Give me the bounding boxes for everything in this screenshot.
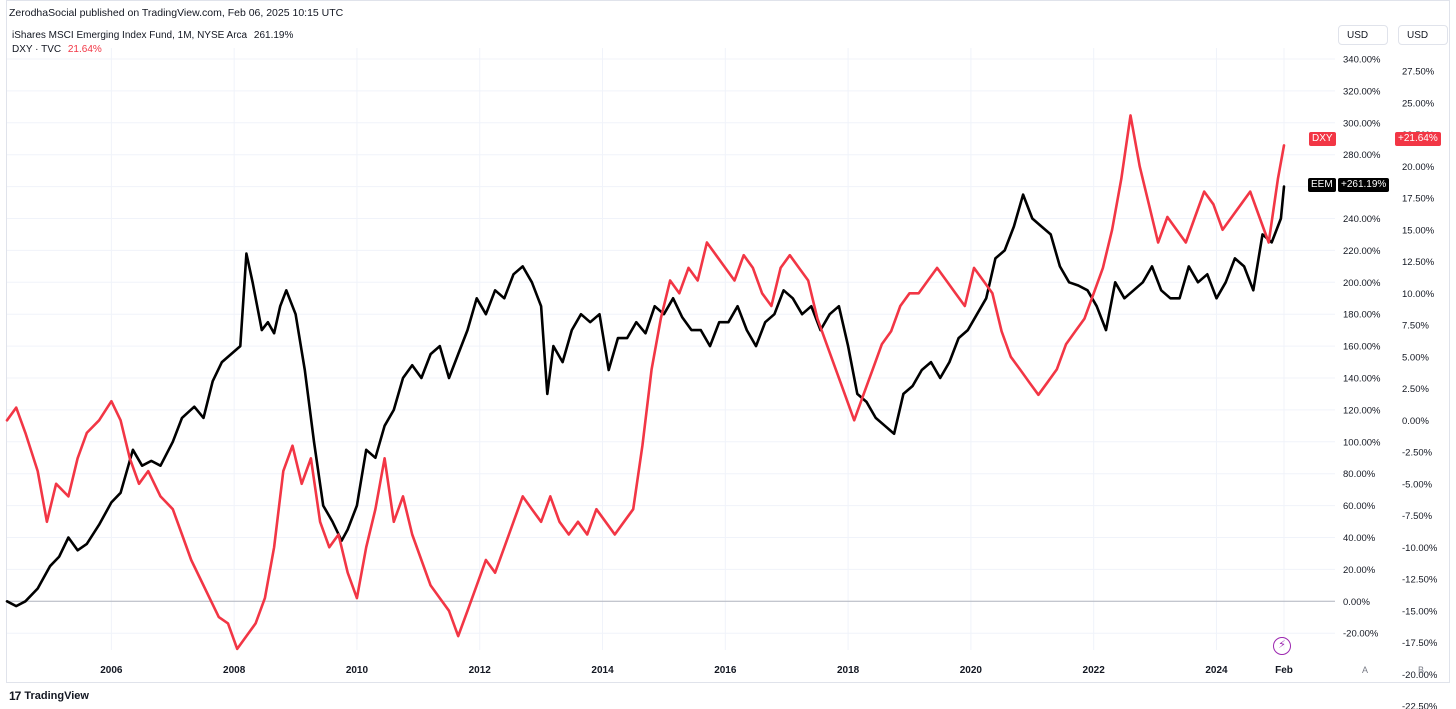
y-right-tick-label: -22.50% [1402,702,1438,709]
y-right-tick-label: -5.00% [1402,479,1433,490]
y-left-tick-label: 20.00% [1343,565,1376,576]
y-left-tick-label: 220.00% [1343,246,1381,257]
y-right-tick-label: 2.50% [1402,384,1429,395]
publish-info: ZerodhaSocial published on TradingView.c… [9,7,344,19]
legend-series-dxy[interactable]: DXY · TVC 21.64% [12,43,293,57]
x-tick-label: 2012 [469,665,492,676]
currency-right-button[interactable]: USD [1398,25,1448,45]
y-left-tick-label: 280.00% [1343,150,1381,161]
y-left-tick-label: 340.00% [1343,55,1381,66]
x-tick-label: 2006 [100,665,123,676]
y-right-tick-label: 17.50% [1402,194,1435,205]
x-tick-label: 2008 [223,665,246,676]
y-right-tick-label: 7.50% [1402,321,1429,332]
y-right-tick-label: -17.50% [1402,638,1438,649]
y-right-tick-label: 5.00% [1402,352,1429,363]
tradingview-brand: TradingView [24,690,89,702]
y-left-tick-label: 120.00% [1343,405,1381,416]
y-right-tick-label: -2.50% [1402,448,1433,459]
y-right-tick-label: 27.50% [1402,67,1435,78]
series-line-dxy [5,114,1286,651]
y-left-tick-label: -20.00% [1343,629,1379,640]
legend-eem-value: 261.19% [253,30,294,41]
series-line-eem [5,185,1286,608]
legend-series-eem[interactable]: iShares MSCI Emerging Index Fund, 1M, NY… [12,29,293,43]
y-left-tick-label: 80.00% [1343,469,1376,480]
x-tick-label: 2016 [714,665,737,676]
y-right-tick-label: 15.00% [1402,225,1435,236]
y-right-tick-label: -7.50% [1402,511,1433,522]
tradingview-mark-icon: 17 [9,689,21,703]
dxy-value-tag: +21.64% [1395,132,1441,146]
dxy-name-tag: DXY [1309,132,1336,146]
chart-frame [6,0,1450,683]
x-tick-label: 2018 [837,665,860,676]
tradingview-logo[interactable]: 17 TradingView [9,689,89,703]
y-right-tick-label: 12.50% [1402,257,1435,268]
y-right-tick-label: 10.00% [1402,289,1435,300]
legend-dxy-value: 21.64% [67,44,102,55]
y-right-tick-label: -10.00% [1402,543,1438,554]
y-left-tick-label: 100.00% [1343,437,1381,448]
eem-name-tag: EEM [1308,178,1336,192]
y-right-tick-label: -12.50% [1402,575,1438,586]
y-left-tick-label: 240.00% [1343,214,1381,225]
scale-b-button[interactable]: B [1418,665,1425,675]
flash-icon[interactable]: ⚡ [1273,637,1291,655]
x-tick-label: 2014 [591,665,614,676]
legend-dxy-label: DXY · TVC [12,44,62,55]
x-tick-label: 2020 [960,665,983,676]
y-right-tick-label: 0.00% [1402,416,1429,427]
x-tick-label: Feb [1275,665,1293,676]
y-left-tick-label: 200.00% [1343,278,1381,289]
currency-left-button[interactable]: USD [1338,25,1388,45]
y-left-tick-label: 140.00% [1343,374,1381,385]
y-left-tick-label: 180.00% [1343,310,1381,321]
y-right-tick-label: 20.00% [1402,162,1435,173]
y-left-tick-label: 0.00% [1343,597,1370,608]
legend: iShares MSCI Emerging Index Fund, 1M, NY… [12,29,293,57]
x-tick-label: 2024 [1205,665,1228,676]
y-right-tick-label: -20.00% [1402,670,1438,681]
eem-value-tag: +261.19% [1338,178,1390,192]
scale-a-button[interactable]: A [1362,665,1369,675]
y-left-tick-label: 60.00% [1343,501,1376,512]
y-right-tick-label: 25.00% [1402,98,1435,109]
x-tick-label: 2010 [346,665,369,676]
y-left-tick-label: 160.00% [1343,342,1381,353]
y-left-tick-label: 300.00% [1343,118,1381,129]
y-left-tick-label: 320.00% [1343,86,1381,97]
x-tick-label: 2022 [1083,665,1106,676]
y-left-tick-label: 40.00% [1343,533,1376,544]
y-right-tick-label: -15.00% [1402,606,1438,617]
legend-eem-label: iShares MSCI Emerging Index Fund, 1M, NY… [12,30,248,41]
